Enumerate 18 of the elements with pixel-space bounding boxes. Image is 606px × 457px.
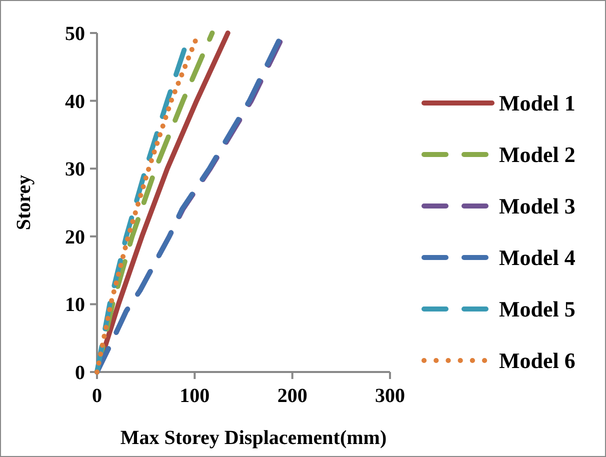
y-axis-title: Storey [13, 174, 35, 230]
legend-label: Model 3 [499, 194, 576, 219]
x-tick-label: 200 [277, 385, 308, 407]
legend-label: Model 6 [499, 348, 576, 374]
x-tick-label: 0 [92, 385, 102, 407]
y-tick-label: 0 [75, 362, 85, 384]
x-tick-label: 300 [375, 385, 405, 407]
x-tick-label: 100 [180, 385, 210, 407]
x-axis-title: Max Storey Displacement(mm) [120, 427, 387, 449]
y-tick-label: 50 [65, 23, 85, 45]
legend-label: Model 5 [499, 296, 576, 322]
legend-label: Model 1 [499, 90, 576, 116]
y-tick-label: 10 [65, 294, 85, 316]
legend-label: Model 4 [499, 245, 576, 270]
y-tick-label: 40 [65, 90, 85, 113]
legend-label: Model 2 [499, 142, 576, 168]
y-tick-label: 30 [65, 158, 85, 181]
y-tick-label: 20 [65, 226, 85, 248]
